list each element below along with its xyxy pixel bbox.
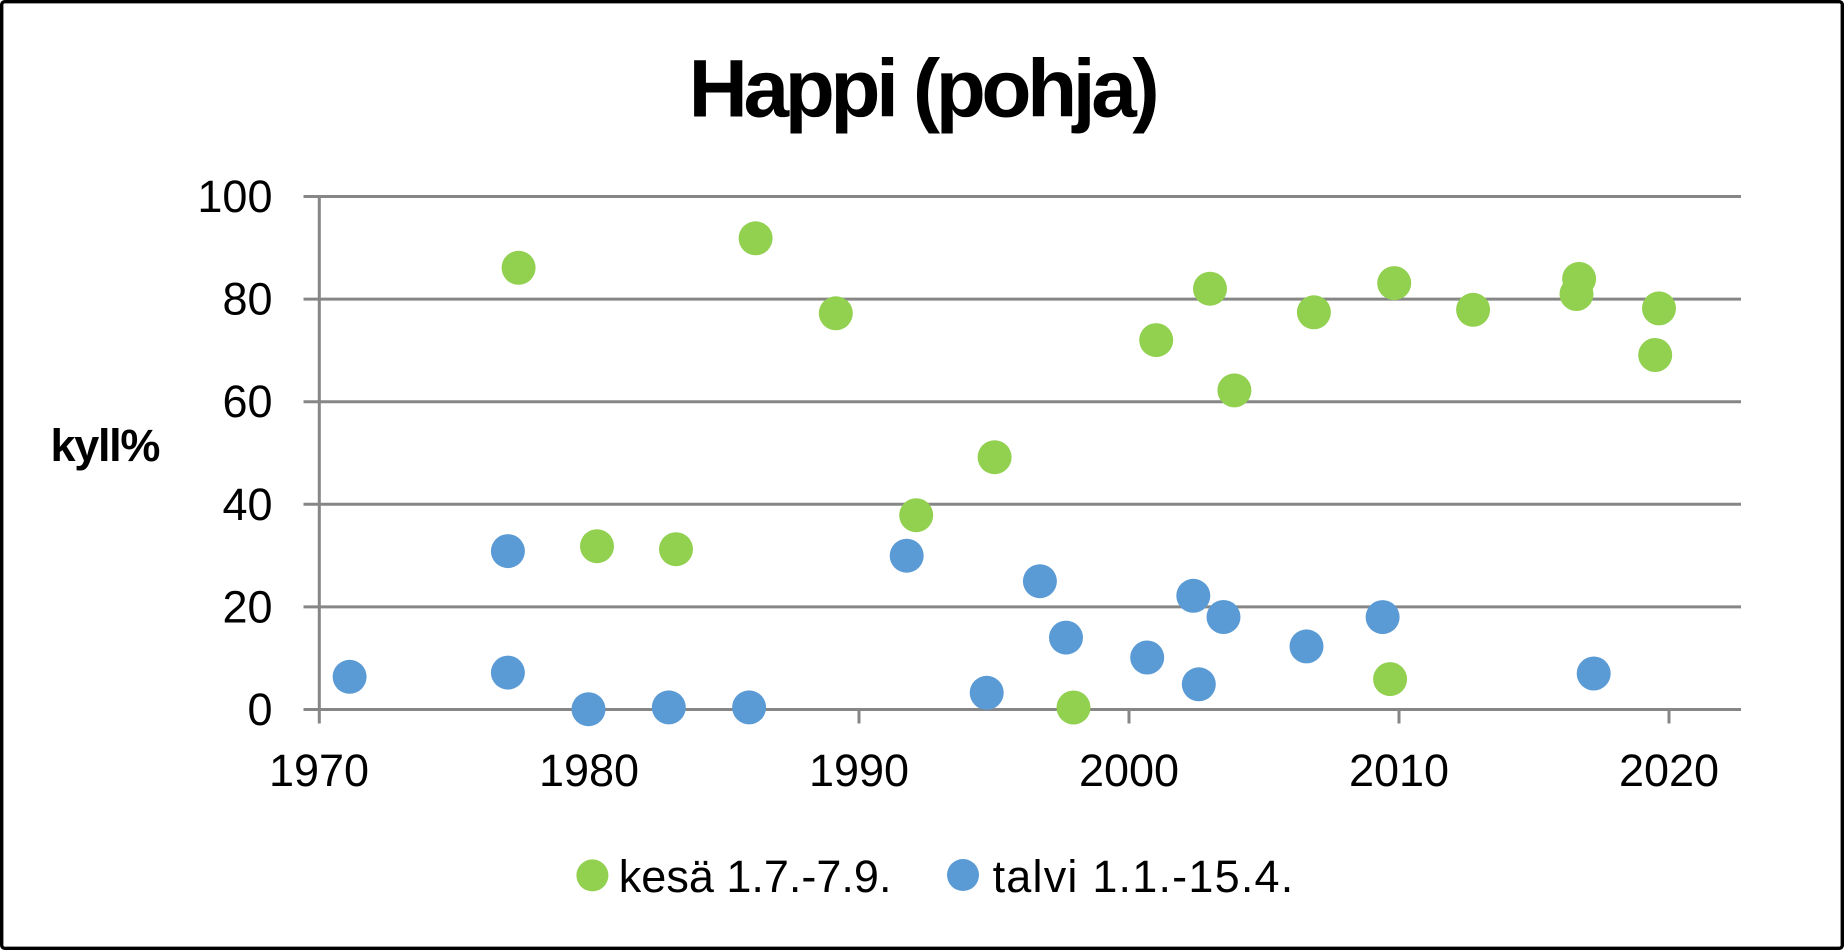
svg-text:0: 0	[247, 684, 272, 735]
svg-text:20: 20	[222, 581, 272, 632]
svg-text:2020: 2020	[1619, 745, 1719, 796]
svg-text:100: 100	[197, 171, 272, 222]
svg-text:2010: 2010	[1349, 745, 1449, 796]
svg-text:60: 60	[222, 376, 272, 427]
svg-text:Happi (pohja): Happi (pohja)	[689, 44, 1157, 135]
svg-text:1990: 1990	[809, 745, 909, 796]
svg-text:2000: 2000	[1079, 745, 1179, 796]
svg-text:1970: 1970	[269, 745, 369, 796]
svg-text:1980: 1980	[539, 745, 639, 796]
svg-text:talvi 1.1.-15.4.: talvi 1.1.-15.4.	[993, 851, 1295, 902]
svg-text:kesä 1.7.-7.9.: kesä 1.7.-7.9.	[619, 851, 892, 902]
svg-text:kyll%: kyll%	[51, 420, 160, 471]
svg-text:40: 40	[222, 479, 272, 530]
svg-text:80: 80	[222, 274, 272, 325]
